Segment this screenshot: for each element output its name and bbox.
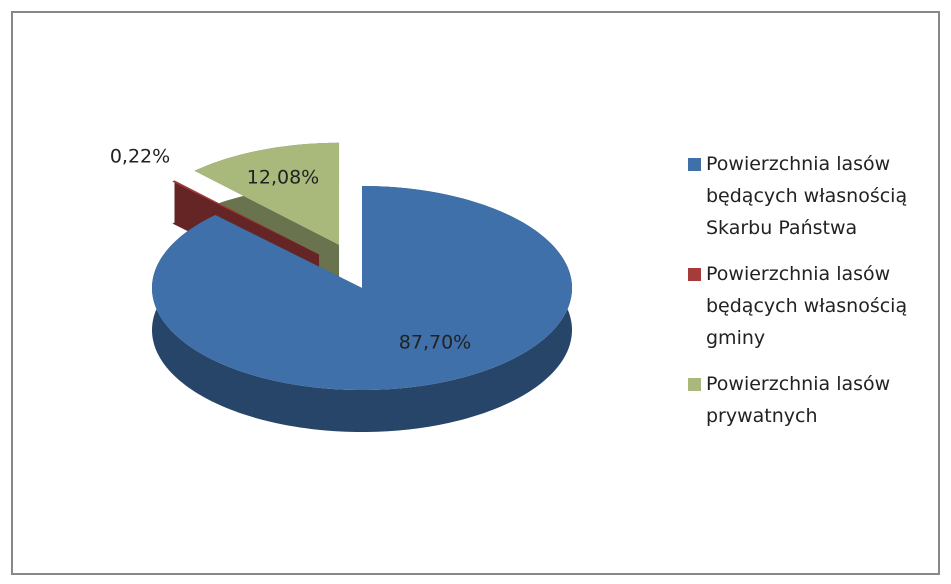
legend-label: Powierzchnia lasów prywatnych — [706, 373, 891, 427]
data-label: 12,08% — [247, 167, 319, 189]
slice — [194, 142, 340, 245]
slice — [172, 180, 320, 255]
legend-swatch — [688, 158, 701, 171]
legend-item: Powierzchnia lasów będących własnością S… — [688, 148, 938, 244]
legend-swatch — [688, 378, 701, 391]
slice — [152, 186, 572, 390]
legend-item: Powierzchnia lasów będących własnością g… — [688, 258, 938, 354]
legend-label: Powierzchnia lasów będących własnością g… — [706, 263, 908, 349]
legend-label: Powierzchnia lasów będących własnością S… — [706, 153, 908, 239]
legend-item: Powierzchnia lasów prywatnych — [688, 368, 938, 432]
legend-swatch — [688, 268, 701, 281]
legend: Powierzchnia lasów będących własnością S… — [688, 148, 938, 446]
data-label: 0,22% — [110, 146, 170, 168]
data-label: 87,70% — [399, 332, 471, 354]
